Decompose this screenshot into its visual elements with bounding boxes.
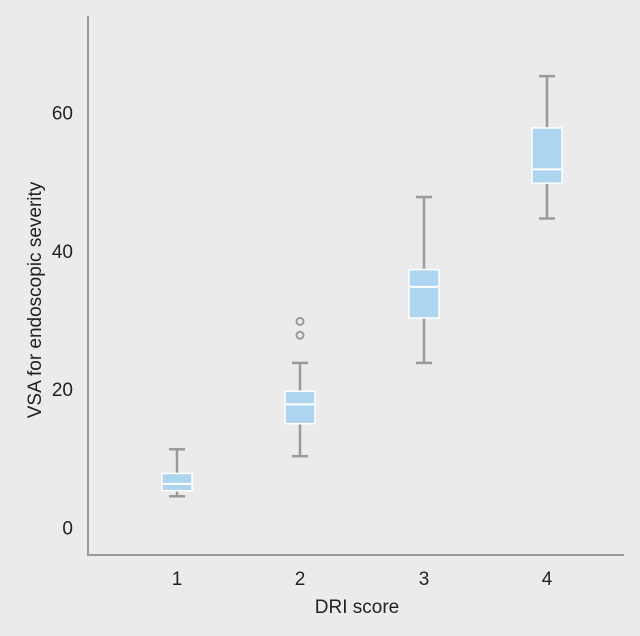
box-iqr <box>161 472 193 492</box>
box-iqr <box>408 268 440 319</box>
x-tick-label: 3 <box>419 569 430 590</box>
axes <box>87 16 624 556</box>
y-axis-title: VSA for endoscopic severity <box>25 181 46 418</box>
y-tick-label: 0 <box>62 518 73 539</box>
y-tick-label: 40 <box>52 242 73 263</box>
y-tick-labels: 0 20 40 60 <box>52 104 73 540</box>
x-tick-labels: 1 2 3 4 <box>172 569 553 590</box>
outlier-point <box>295 316 305 326</box>
box-iqr <box>531 127 563 184</box>
box-group <box>408 195 440 365</box>
x-tick-label: 2 <box>295 569 306 590</box>
boxes <box>161 74 563 498</box>
box-iqr <box>284 390 316 425</box>
box-group <box>161 448 193 498</box>
x-tick-label: 1 <box>172 569 183 590</box>
y-tick-label: 20 <box>52 380 73 401</box>
outlier-point <box>295 330 305 340</box>
x-tick-label: 4 <box>542 569 553 590</box>
box-group <box>531 74 563 220</box>
y-tick-label: 60 <box>52 104 73 125</box>
box-group <box>284 316 316 458</box>
x-axis-title: DRI score <box>315 597 399 618</box>
